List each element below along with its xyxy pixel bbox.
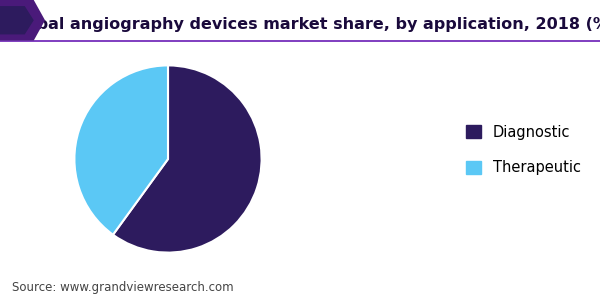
- Wedge shape: [74, 65, 168, 235]
- Text: Global angiography devices market share, by application, 2018 (%): Global angiography devices market share,…: [7, 16, 600, 32]
- Polygon shape: [0, 0, 45, 40]
- Wedge shape: [113, 65, 262, 253]
- Legend: Diagnostic, Therapeutic: Diagnostic, Therapeutic: [466, 125, 581, 175]
- Polygon shape: [0, 6, 34, 34]
- Text: Source: www.grandviewresearch.com: Source: www.grandviewresearch.com: [12, 281, 233, 294]
